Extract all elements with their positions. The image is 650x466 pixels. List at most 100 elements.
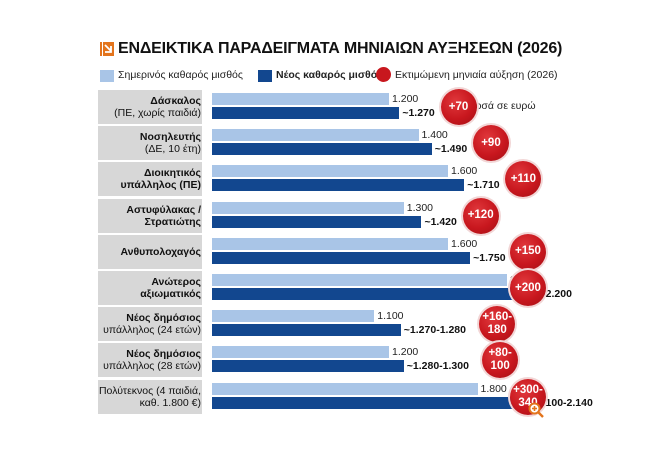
page-title: ΕΝΔΕΙΚΤΙΚΑ ΠΑΡΑΔΕΙΓΜΑΤΑ ΜΗΝΙΑΙΩΝ ΑΥΞΗΣΕΩ… — [118, 40, 563, 57]
value-label-current: 1.800 — [480, 382, 507, 395]
category-label-line: (ΠΕ, χωρίς παιδιά) — [114, 107, 201, 119]
value-label-new: ~1.280-1.300 — [406, 360, 469, 373]
category-label: Ανώτερος αξιωματικός — [98, 276, 201, 300]
category-label-line: Διοικητικός — [143, 167, 201, 180]
value-label-new: ~1.750 — [473, 251, 506, 264]
increase-value: +160- — [482, 311, 513, 324]
increase-value: +70 — [448, 100, 469, 113]
value-label-current: 1.200 — [392, 93, 419, 105]
increase-badge: +80- 100 — [482, 342, 519, 379]
legend-swatch-current — [100, 70, 114, 82]
category-label-line: υπάλληλος (28 ετών) — [103, 360, 201, 373]
bar-current — [212, 274, 507, 286]
increase-value: 100 — [490, 360, 510, 373]
category-label-line: Ανώτερος — [151, 276, 201, 288]
increase-value: +80- — [488, 347, 512, 360]
value-label-new: ~1.270-1.280 — [403, 324, 466, 337]
legend-label-current: Σημερινός καθαρός μισθός — [118, 69, 243, 81]
increase-value: +120 — [467, 209, 494, 222]
category-label-bg — [98, 307, 202, 342]
bar-new — [212, 179, 465, 192]
bar-current — [212, 129, 419, 142]
increase-value: +90 — [481, 136, 501, 149]
category-label: Αστυφύλακας / Στρατιώτης — [98, 204, 201, 228]
title-row: ΕΝΔΕΙΚΤΙΚΑ ΠΑΡΑΔΕΙΓΜΑΤΑ ΜΗΝΙΑΙΩΝ ΑΥΞΗΣΕΩ… — [96, 36, 562, 62]
unit-note: Ποσά σε ευρώ — [468, 100, 536, 112]
category-label: Ανθυπολοχαγός — [98, 246, 201, 258]
category-label-bg — [98, 343, 202, 378]
value-label-new: ~2.200 — [539, 288, 572, 300]
bar-chart: Δάσκαλος (ΠΕ, χωρίς παιδιά) 1.200 ~1.270 +70… — [96, 36, 593, 426]
infographic: ΕΝΔΕΙΚΤΙΚΑ ΠΑΡΑΔΕΙΓΜΑΤΑ ΜΗΝΙΑΙΩΝ ΑΥΞΗΣΕΩ… — [96, 36, 593, 426]
category-label-line: αξιωματικός — [140, 288, 201, 300]
bar-new — [212, 324, 401, 337]
bar-current — [212, 346, 389, 359]
category-label-bg — [98, 234, 202, 269]
category-label: Δάσκαλος (ΠΕ, χωρίς παιδιά) — [98, 95, 201, 119]
category-label-line: (ΔΕ, 10 έτη) — [144, 143, 201, 156]
bar-new — [212, 288, 537, 300]
category-label-line: Πολύτεκνος (4 παιδιά, — [98, 384, 201, 397]
category-label: Πολύτεκνος (4 παιδιά, καθ. 1.800 €) — [98, 385, 201, 409]
bar-new — [212, 107, 400, 119]
category-label-line: υπάλληλος (24 ετών) — [103, 324, 201, 337]
category-label: Νέος δημόσιος υπάλληλος (24 ετών) — [98, 312, 201, 336]
category-label: Διοικητικός υπάλληλος (ΠΕ) — [98, 167, 202, 192]
bar-current — [212, 165, 448, 178]
category-label-line: Αστυφύλακας / — [126, 203, 201, 216]
category-label-bg — [98, 162, 202, 197]
increase-badge: +90 — [472, 125, 509, 162]
bar-new — [212, 251, 471, 264]
category-label-line: Νέος δημόσιος — [126, 312, 201, 325]
value-label-current: 1.600 — [451, 165, 478, 178]
legend: Σημερινός καθαρός μισθός Νέος καθαρός μι… — [96, 66, 558, 86]
bar-current — [212, 382, 478, 395]
increase-badge: +150 — [510, 233, 546, 270]
increase-badge: +200 — [510, 270, 546, 306]
value-label-current: 1.400 — [421, 129, 448, 142]
increase-badge: +70 — [440, 89, 477, 125]
increase-value: +200 — [515, 281, 541, 294]
increase-badge: +110 — [505, 161, 542, 198]
bar-current — [212, 93, 389, 105]
increase-badge: +160- 180 — [479, 306, 516, 343]
category-label-line: Δάσκαλος — [150, 95, 201, 107]
legend-label-new: Νέος καθαρός μισθός — [276, 69, 383, 81]
bar-current — [212, 201, 404, 214]
category-label-bg — [98, 198, 202, 233]
increase-value: +110 — [510, 172, 537, 185]
value-label-current: 1.200 — [392, 346, 419, 359]
value-label-new: ~1.490 — [434, 143, 468, 156]
category-label-line: υπάλληλος (ΠΕ) — [120, 179, 202, 192]
legend-label-increase: Εκτιμώμενη μηνιαία αύξηση (2026) — [395, 69, 558, 81]
bar-new — [212, 143, 432, 156]
bar-current — [212, 310, 375, 323]
increase-badge: +120 — [462, 197, 499, 234]
bar-new — [212, 360, 404, 373]
value-label-new: ~2.100-2.140 — [530, 396, 593, 409]
value-label-new: ~1.420 — [424, 215, 457, 228]
value-label-new: ~1.270 — [402, 107, 435, 119]
legend-circle-increase — [376, 67, 391, 82]
value-label-new: ~1.710 — [467, 179, 500, 192]
category-label-bg — [98, 126, 202, 161]
category-label-bg — [98, 90, 202, 124]
category-label-line: Νέος δημόσιος — [126, 348, 201, 361]
value-label-current: 1.300 — [406, 201, 434, 214]
increase-value: 180 — [487, 324, 507, 337]
category-label: Νοσηλευτής (ΔΕ, 10 έτη) — [98, 131, 201, 155]
increase-value: +150 — [515, 245, 541, 258]
zoom-icon[interactable] — [528, 402, 544, 418]
category-label-line: Ανθυπολοχαγός — [120, 245, 201, 258]
legend-swatch-new — [258, 70, 272, 82]
category-label-line: καθ. 1.800 €) — [139, 396, 201, 409]
logo-icon — [100, 42, 114, 56]
category-label: Νέος δημόσιος υπάλληλος (28 ετών) — [98, 348, 201, 372]
value-label-current: 1.100 — [377, 310, 404, 323]
bar-current — [212, 237, 448, 250]
increase-value: +300- — [513, 383, 543, 396]
value-label-current: 1.600 — [451, 237, 478, 250]
category-label-bg — [98, 271, 202, 305]
category-label-line: Νοσηλευτής — [139, 131, 201, 144]
category-label-bg — [98, 379, 202, 414]
